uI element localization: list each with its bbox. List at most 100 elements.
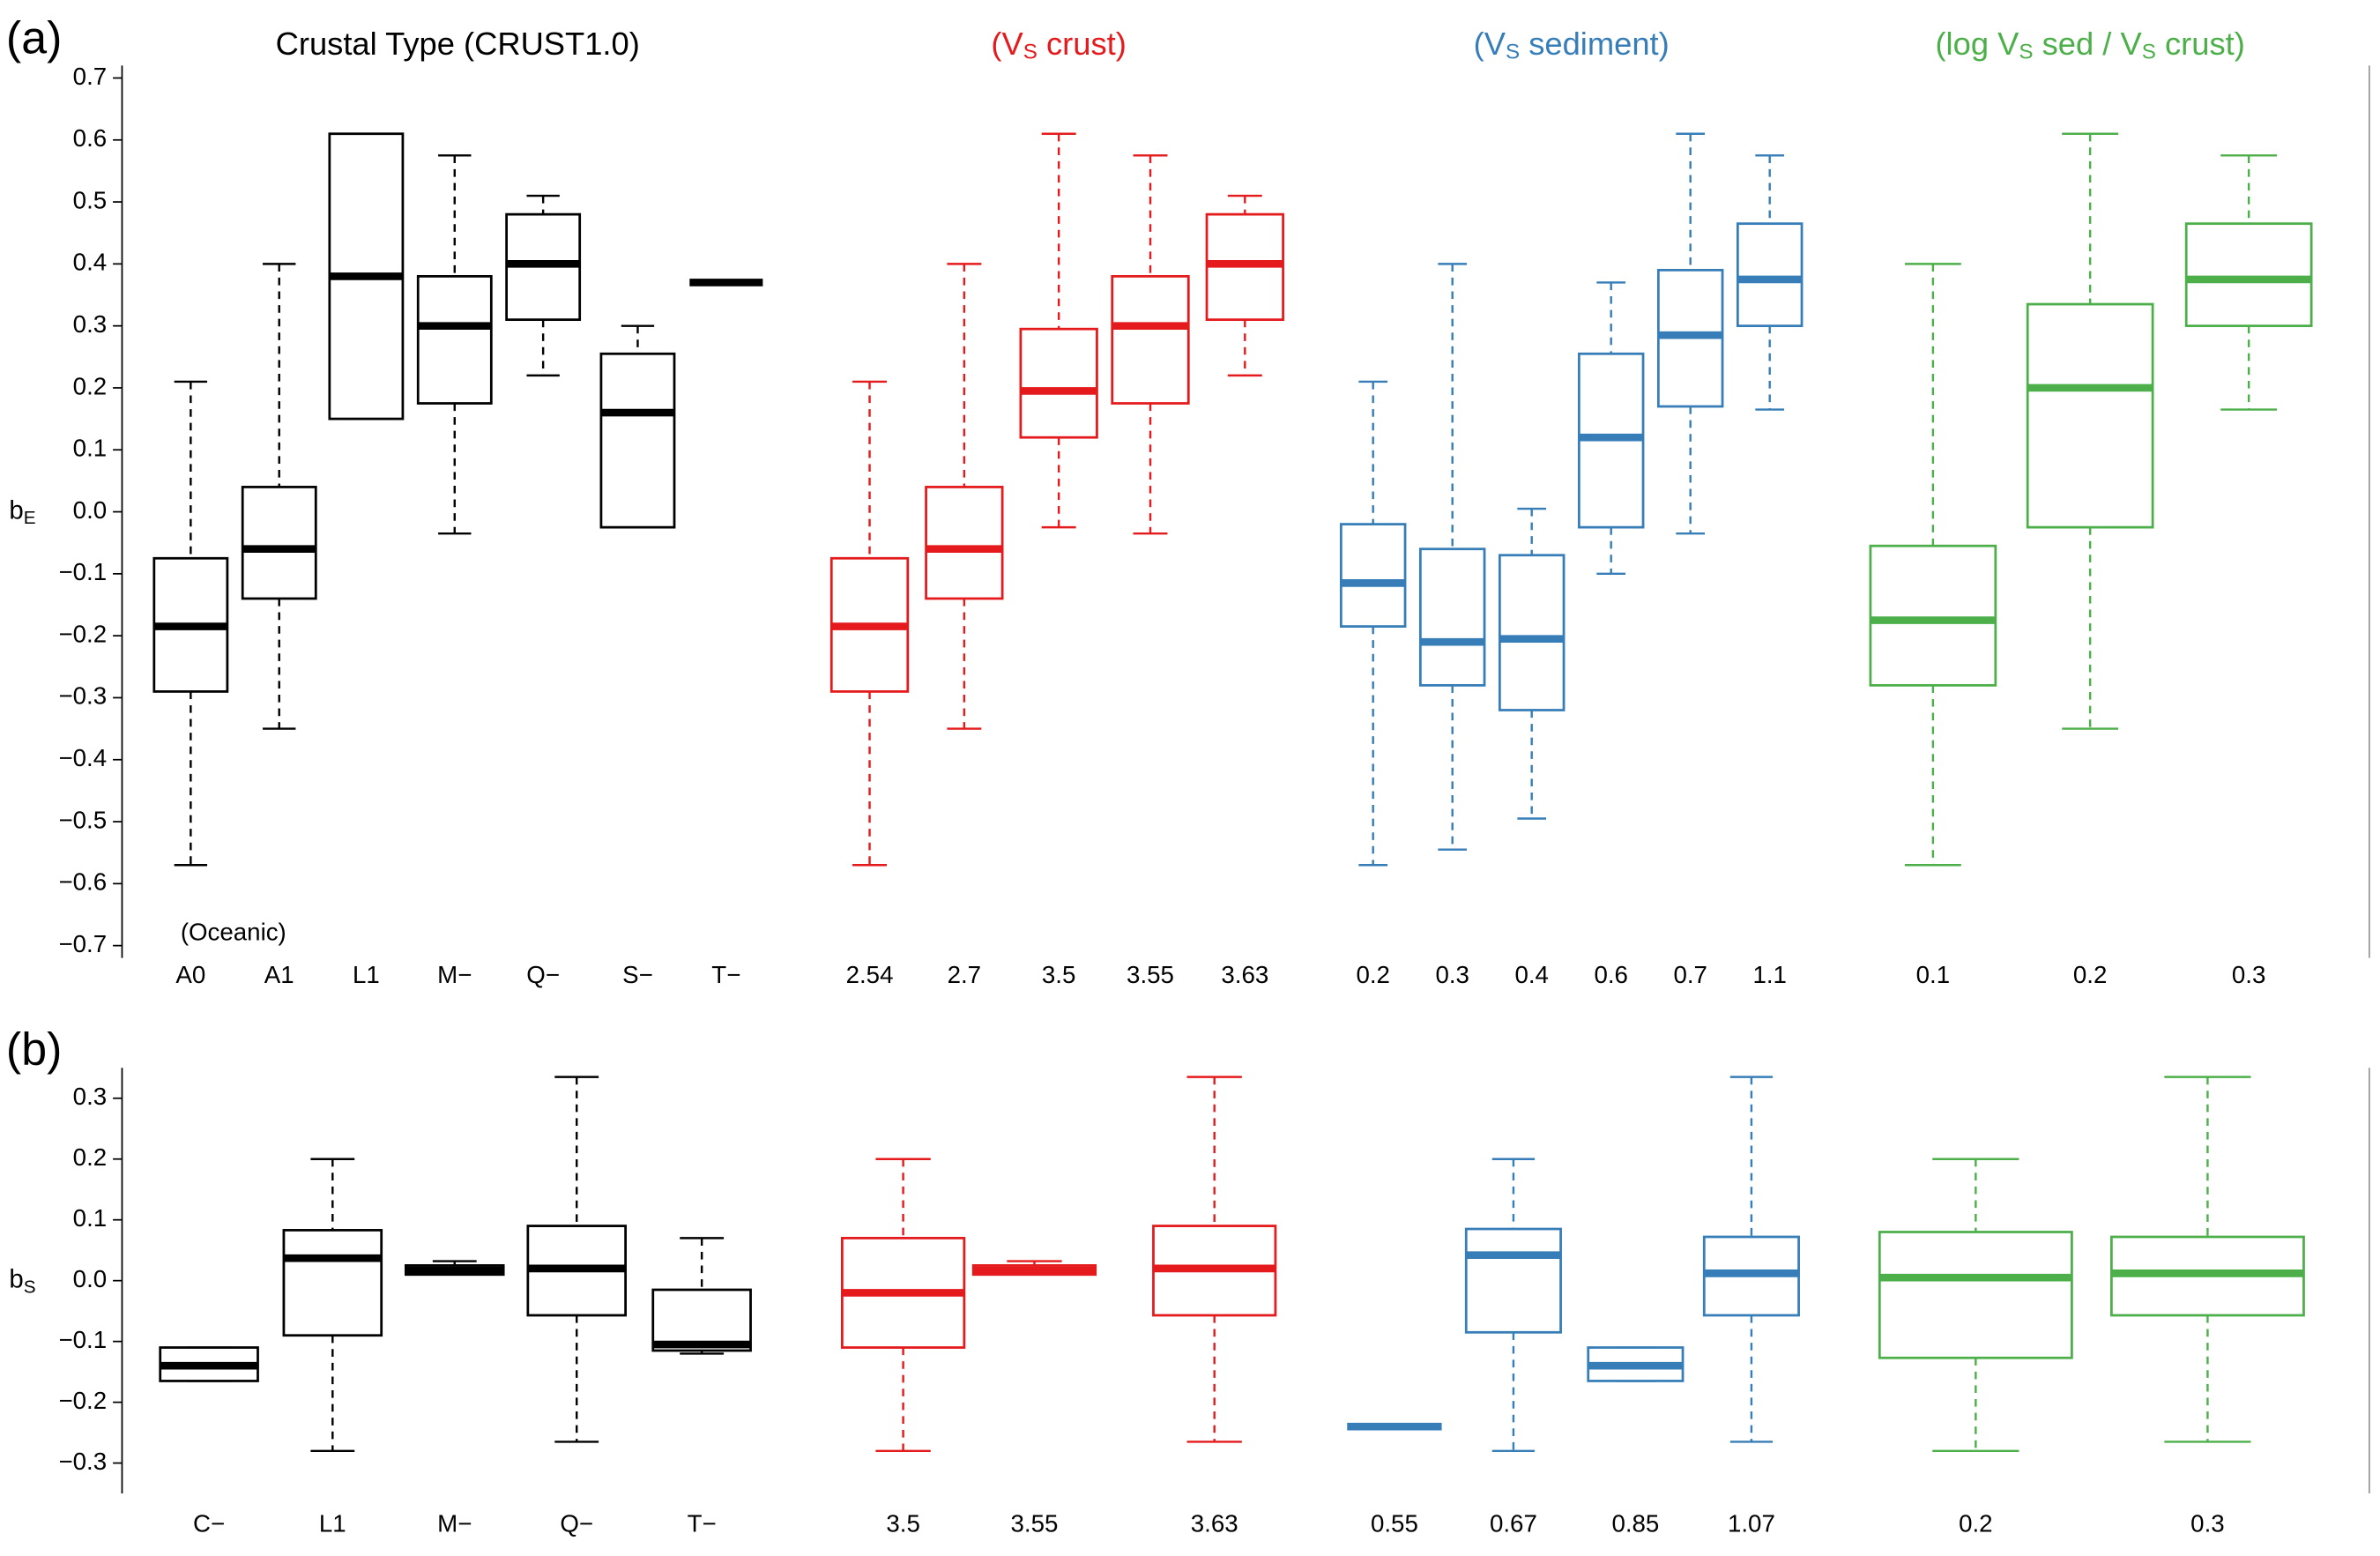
x-tick-label: L1	[353, 961, 380, 988]
y-label-main: b	[9, 495, 23, 525]
box	[599, 352, 676, 529]
group-title-part: sediment)	[1520, 26, 1670, 62]
y-tick-label: −0.2	[59, 620, 108, 647]
x-tick-label: 0.2	[1356, 961, 1389, 988]
x-tick-label: 0.3	[1435, 961, 1469, 988]
x-tick-label: 3.55	[1011, 1510, 1059, 1537]
box	[241, 486, 317, 600]
x-tick-label: M−	[437, 1510, 472, 1537]
x-tick-label: 0.3	[2232, 961, 2265, 988]
x-tick-label: 0.85	[1611, 1510, 1659, 1537]
x-tick-label: T−	[711, 961, 740, 988]
group-title: (VS crust)	[991, 26, 1126, 64]
box	[1111, 275, 1190, 405]
box	[925, 486, 1004, 600]
x-tick-label: C−	[193, 1510, 225, 1537]
box	[1019, 327, 1098, 439]
y-tick-label: 0.0	[73, 496, 107, 524]
x-tick-label: 0.4	[1514, 961, 1548, 988]
x-tick-label: 1.07	[1728, 1510, 1775, 1537]
x-tick-label: M−	[437, 961, 472, 988]
x-tick-label: 0.67	[1490, 1510, 1537, 1537]
y-tick-label: 0.4	[73, 249, 107, 276]
group-title-sub: S	[1023, 41, 1038, 64]
y-tick-label: −0.2	[59, 1387, 108, 1414]
y-tick-label: 0.3	[73, 310, 107, 338]
box	[1869, 544, 1997, 687]
y-label-sub: S	[24, 1277, 36, 1298]
y-tick-label: 0.2	[73, 1143, 107, 1171]
y-label-sub: E	[24, 509, 36, 529]
box	[416, 275, 493, 405]
y-tick-label: −0.5	[59, 806, 108, 833]
x-tick-label: Q−	[526, 961, 560, 988]
box	[1736, 222, 1804, 328]
x-tick-label: 1.1	[1752, 961, 1786, 988]
y-tick-label: −0.3	[59, 682, 108, 710]
y-axis-label: bE	[9, 495, 35, 528]
x-tick-label: 3.63	[1191, 1510, 1238, 1537]
group-title-sub: S	[1506, 41, 1520, 64]
y-tick-label: 0.5	[73, 186, 107, 213]
y-tick-label: −0.6	[59, 868, 108, 896]
annotation: (Oceanic)	[181, 918, 286, 945]
x-tick-label: 3.5	[1042, 961, 1075, 988]
y-tick-label: −0.1	[59, 1326, 108, 1353]
box	[1878, 1231, 2073, 1359]
group-title-part: (V	[1474, 26, 1506, 62]
box	[1339, 523, 1407, 628]
group-title: (VS sediment)	[1474, 26, 1670, 64]
box	[1498, 554, 1566, 711]
box	[2026, 302, 2154, 529]
y-tick-label: 0.6	[73, 124, 107, 152]
group-title: Crustal Type (CRUST1.0)	[276, 26, 640, 62]
group-title: (log VS sed / VS crust)	[1935, 26, 2244, 64]
x-tick-label: 0.1	[1916, 961, 1950, 988]
x-tick-label: 0.55	[1371, 1510, 1418, 1537]
x-tick-label: 0.6	[1594, 961, 1627, 988]
x-tick-label: 3.55	[1127, 961, 1174, 988]
x-tick-label: 0.2	[1959, 1510, 1992, 1537]
y-tick-label: −0.1	[59, 558, 108, 585]
x-tick-label: Q−	[560, 1510, 593, 1537]
y-tick-label: −0.4	[59, 744, 108, 771]
box	[1464, 1227, 1562, 1334]
box	[651, 1288, 752, 1352]
y-label-main: b	[9, 1264, 23, 1293]
x-tick-label: 0.2	[2073, 961, 2107, 988]
group-title-part: (log V	[1935, 26, 2019, 62]
x-tick-label: 2.54	[846, 961, 894, 988]
x-tick-label: S−	[622, 961, 653, 988]
group-title-sub: S	[2142, 41, 2156, 64]
x-tick-label: L1	[319, 1510, 346, 1537]
box	[282, 1229, 383, 1337]
panel-label: (b)	[6, 1024, 62, 1076]
x-tick-label: 2.7	[948, 961, 981, 988]
y-axis-label: bS	[9, 1264, 35, 1297]
group-title-part: Crustal Type (CRUST1.0)	[276, 26, 640, 62]
x-tick-label: 0.3	[2190, 1510, 2224, 1537]
panel-label: (a)	[6, 12, 62, 63]
y-tick-label: 0.0	[73, 1265, 107, 1292]
x-tick-label: 3.63	[1221, 961, 1268, 988]
x-tick-label: 3.5	[886, 1510, 919, 1537]
y-tick-label: 0.1	[73, 435, 107, 462]
group-title-part: sed / V	[2034, 26, 2143, 62]
y-tick-label: 0.2	[73, 372, 107, 399]
box	[2184, 222, 2313, 328]
group-title-part: crust)	[2156, 26, 2245, 62]
group-title-sub: S	[2019, 41, 2033, 64]
group-title-part: (V	[991, 26, 1023, 62]
y-tick-label: 0.7	[73, 63, 107, 90]
x-tick-label: A1	[264, 961, 294, 988]
group-title-part: crust)	[1038, 26, 1127, 62]
x-tick-label: 0.7	[1673, 961, 1707, 988]
y-tick-label: −0.3	[59, 1448, 108, 1475]
box	[1418, 547, 1486, 687]
y-tick-label: −0.7	[59, 930, 108, 957]
x-tick-label: A0	[175, 961, 205, 988]
y-tick-label: 0.3	[73, 1083, 107, 1110]
y-tick-label: 0.1	[73, 1204, 107, 1232]
